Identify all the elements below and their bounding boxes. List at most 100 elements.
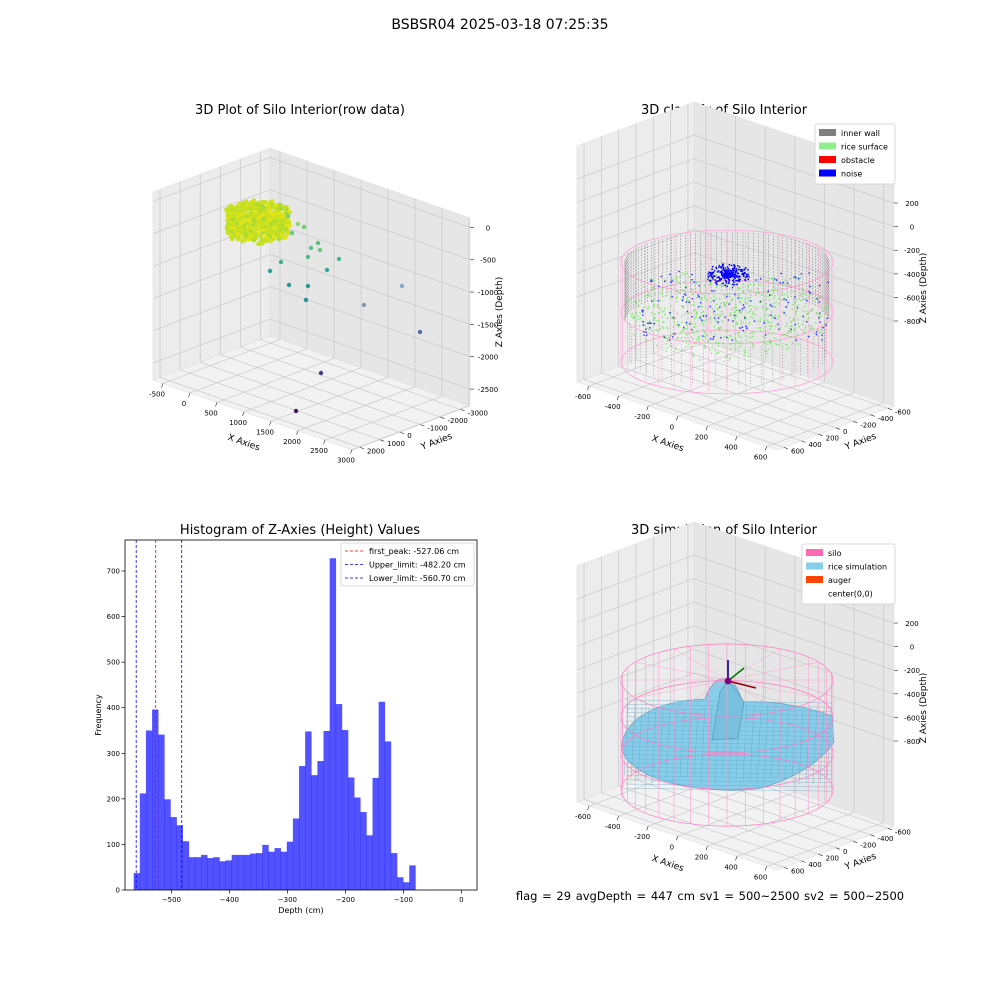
cls-rice-surface-point	[766, 343, 768, 345]
cls-noise-point	[745, 325, 747, 328]
sim-y-gridline	[618, 786, 819, 855]
histogram-bar	[152, 709, 159, 890]
cls-x-tick-label: 600	[754, 453, 767, 461]
cls-rice-surface-point	[775, 325, 777, 327]
cls-rice-surface-point	[689, 280, 692, 282]
cls-noise-point	[808, 335, 810, 338]
cls-rice-surface-point	[684, 328, 686, 331]
cls-rice-surface-point	[709, 283, 711, 285]
cls-rice-surface-point	[784, 279, 786, 281]
cls-rice-surface-point	[674, 317, 676, 320]
cls-rice-surface-point	[796, 306, 798, 308]
cls-rice-surface-point	[767, 308, 769, 311]
cls-rice-surface-point	[748, 305, 750, 307]
cls-rice-surface-point	[720, 310, 723, 313]
sim-legend-swatch	[806, 562, 823, 570]
cls-rice-surface-point	[812, 327, 815, 330]
cls-noise-point	[826, 317, 828, 320]
raw-data-point	[276, 233, 281, 238]
cls-rice-surface-point	[764, 295, 767, 297]
cls-rice-surface-point	[676, 276, 678, 278]
cls-noise-point	[725, 269, 727, 271]
raw-data-point	[232, 225, 237, 230]
sim-x-tick-label: 0	[670, 843, 674, 851]
cls-noise-point	[722, 268, 724, 270]
cls-noise-point	[815, 333, 818, 336]
cls-noise-point	[722, 275, 724, 278]
cls-noise-point	[730, 264, 733, 267]
cls-noise-point	[741, 272, 744, 275]
cls-rice-surface-point	[695, 339, 697, 342]
cls-rice-surface-point	[698, 335, 700, 337]
cls-rice-surface-point	[810, 327, 812, 329]
cls-rice-surface-point	[754, 313, 756, 316]
cls-rice-surface-point	[776, 343, 778, 346]
cls-rice-surface-point	[767, 271, 769, 273]
sim-rice-mesh-line	[625, 767, 833, 771]
cls-rice-surface-point	[653, 287, 655, 289]
cls-noise-point	[763, 322, 765, 324]
cls-rice-surface-point	[748, 336, 751, 339]
cls-rice-surface-point	[752, 313, 754, 315]
cls-rice-surface-point	[675, 297, 678, 300]
cls-noise-point	[728, 280, 730, 282]
cls-rice-surface-point	[681, 330, 684, 332]
cls-rice-surface-point	[771, 294, 773, 296]
sim-rice-mesh-line	[784, 707, 790, 781]
cls-noise-point	[795, 276, 797, 279]
cls-noise-point	[705, 315, 707, 317]
cls-rice-surface-point	[680, 337, 683, 339]
cls-rice-surface-point	[701, 296, 703, 299]
cls-noise-point	[709, 271, 712, 274]
cls-noise-point	[709, 274, 711, 277]
histogram-x-tick-label: 0	[459, 896, 463, 904]
cls-x-tick	[705, 426, 708, 431]
cls-rice-surface-point	[690, 304, 692, 306]
cls-rice-surface-point	[698, 340, 700, 343]
raw-data-point	[232, 230, 237, 235]
cls-rice-surface-point	[685, 346, 687, 348]
cls-rice-surface-point	[677, 321, 679, 323]
cls-rice-surface-point	[662, 335, 664, 337]
cls-noise-point	[693, 281, 695, 283]
cls-rice-surface-point	[663, 327, 665, 329]
sim-z-axis-label: Z Axies (Depth)	[919, 673, 929, 744]
cls-rice-surface-point	[735, 339, 737, 341]
cls-rice-surface-point	[696, 282, 698, 284]
cls-noise-point	[778, 328, 780, 330]
cls-noise-point	[743, 268, 746, 270]
cls-rice-surface-point	[684, 313, 686, 315]
cls-rice-surface-point	[754, 309, 757, 311]
cls-rice-surface-point	[729, 343, 731, 345]
cls-rice-surface-point	[737, 288, 739, 291]
cls-rice-surface-point	[797, 304, 800, 306]
histogram-bar	[341, 730, 349, 890]
raw-data-point	[295, 221, 301, 227]
histogram-x-tick-label: −400	[220, 896, 239, 904]
raw-data-point	[235, 231, 240, 236]
cls-rice-surface-point	[751, 332, 753, 334]
cls-rice-surface-point	[672, 279, 675, 281]
cls-rice-surface-point	[751, 272, 753, 274]
cls-noise-point	[678, 270, 680, 273]
cls-noise-point	[744, 278, 746, 281]
cls-rice-surface-point	[770, 341, 773, 343]
cls-rice-surface-point	[790, 321, 792, 323]
cls-noise-point	[724, 267, 726, 269]
cls-rice-surface-point	[711, 345, 713, 348]
cls-rice-surface-point	[657, 319, 660, 322]
cls-rice-surface-point	[750, 283, 752, 286]
cls-noise-point	[649, 280, 652, 283]
cls-rice-surface-point	[634, 301, 636, 303]
cls-noise-point	[782, 281, 785, 284]
cls-rice-surface-point	[710, 331, 712, 334]
histogram-bar	[299, 766, 306, 890]
histogram-legend	[340, 542, 475, 587]
sim-rice-mesh-line	[625, 783, 833, 788]
cls-rice-surface-point	[693, 301, 695, 303]
cls-rice-surface-point	[723, 301, 725, 304]
cls-rice-surface-point	[787, 347, 790, 349]
raw-data-point	[336, 256, 342, 262]
cls-noise-point	[739, 327, 741, 329]
cls-rice-surface-point	[664, 279, 666, 281]
